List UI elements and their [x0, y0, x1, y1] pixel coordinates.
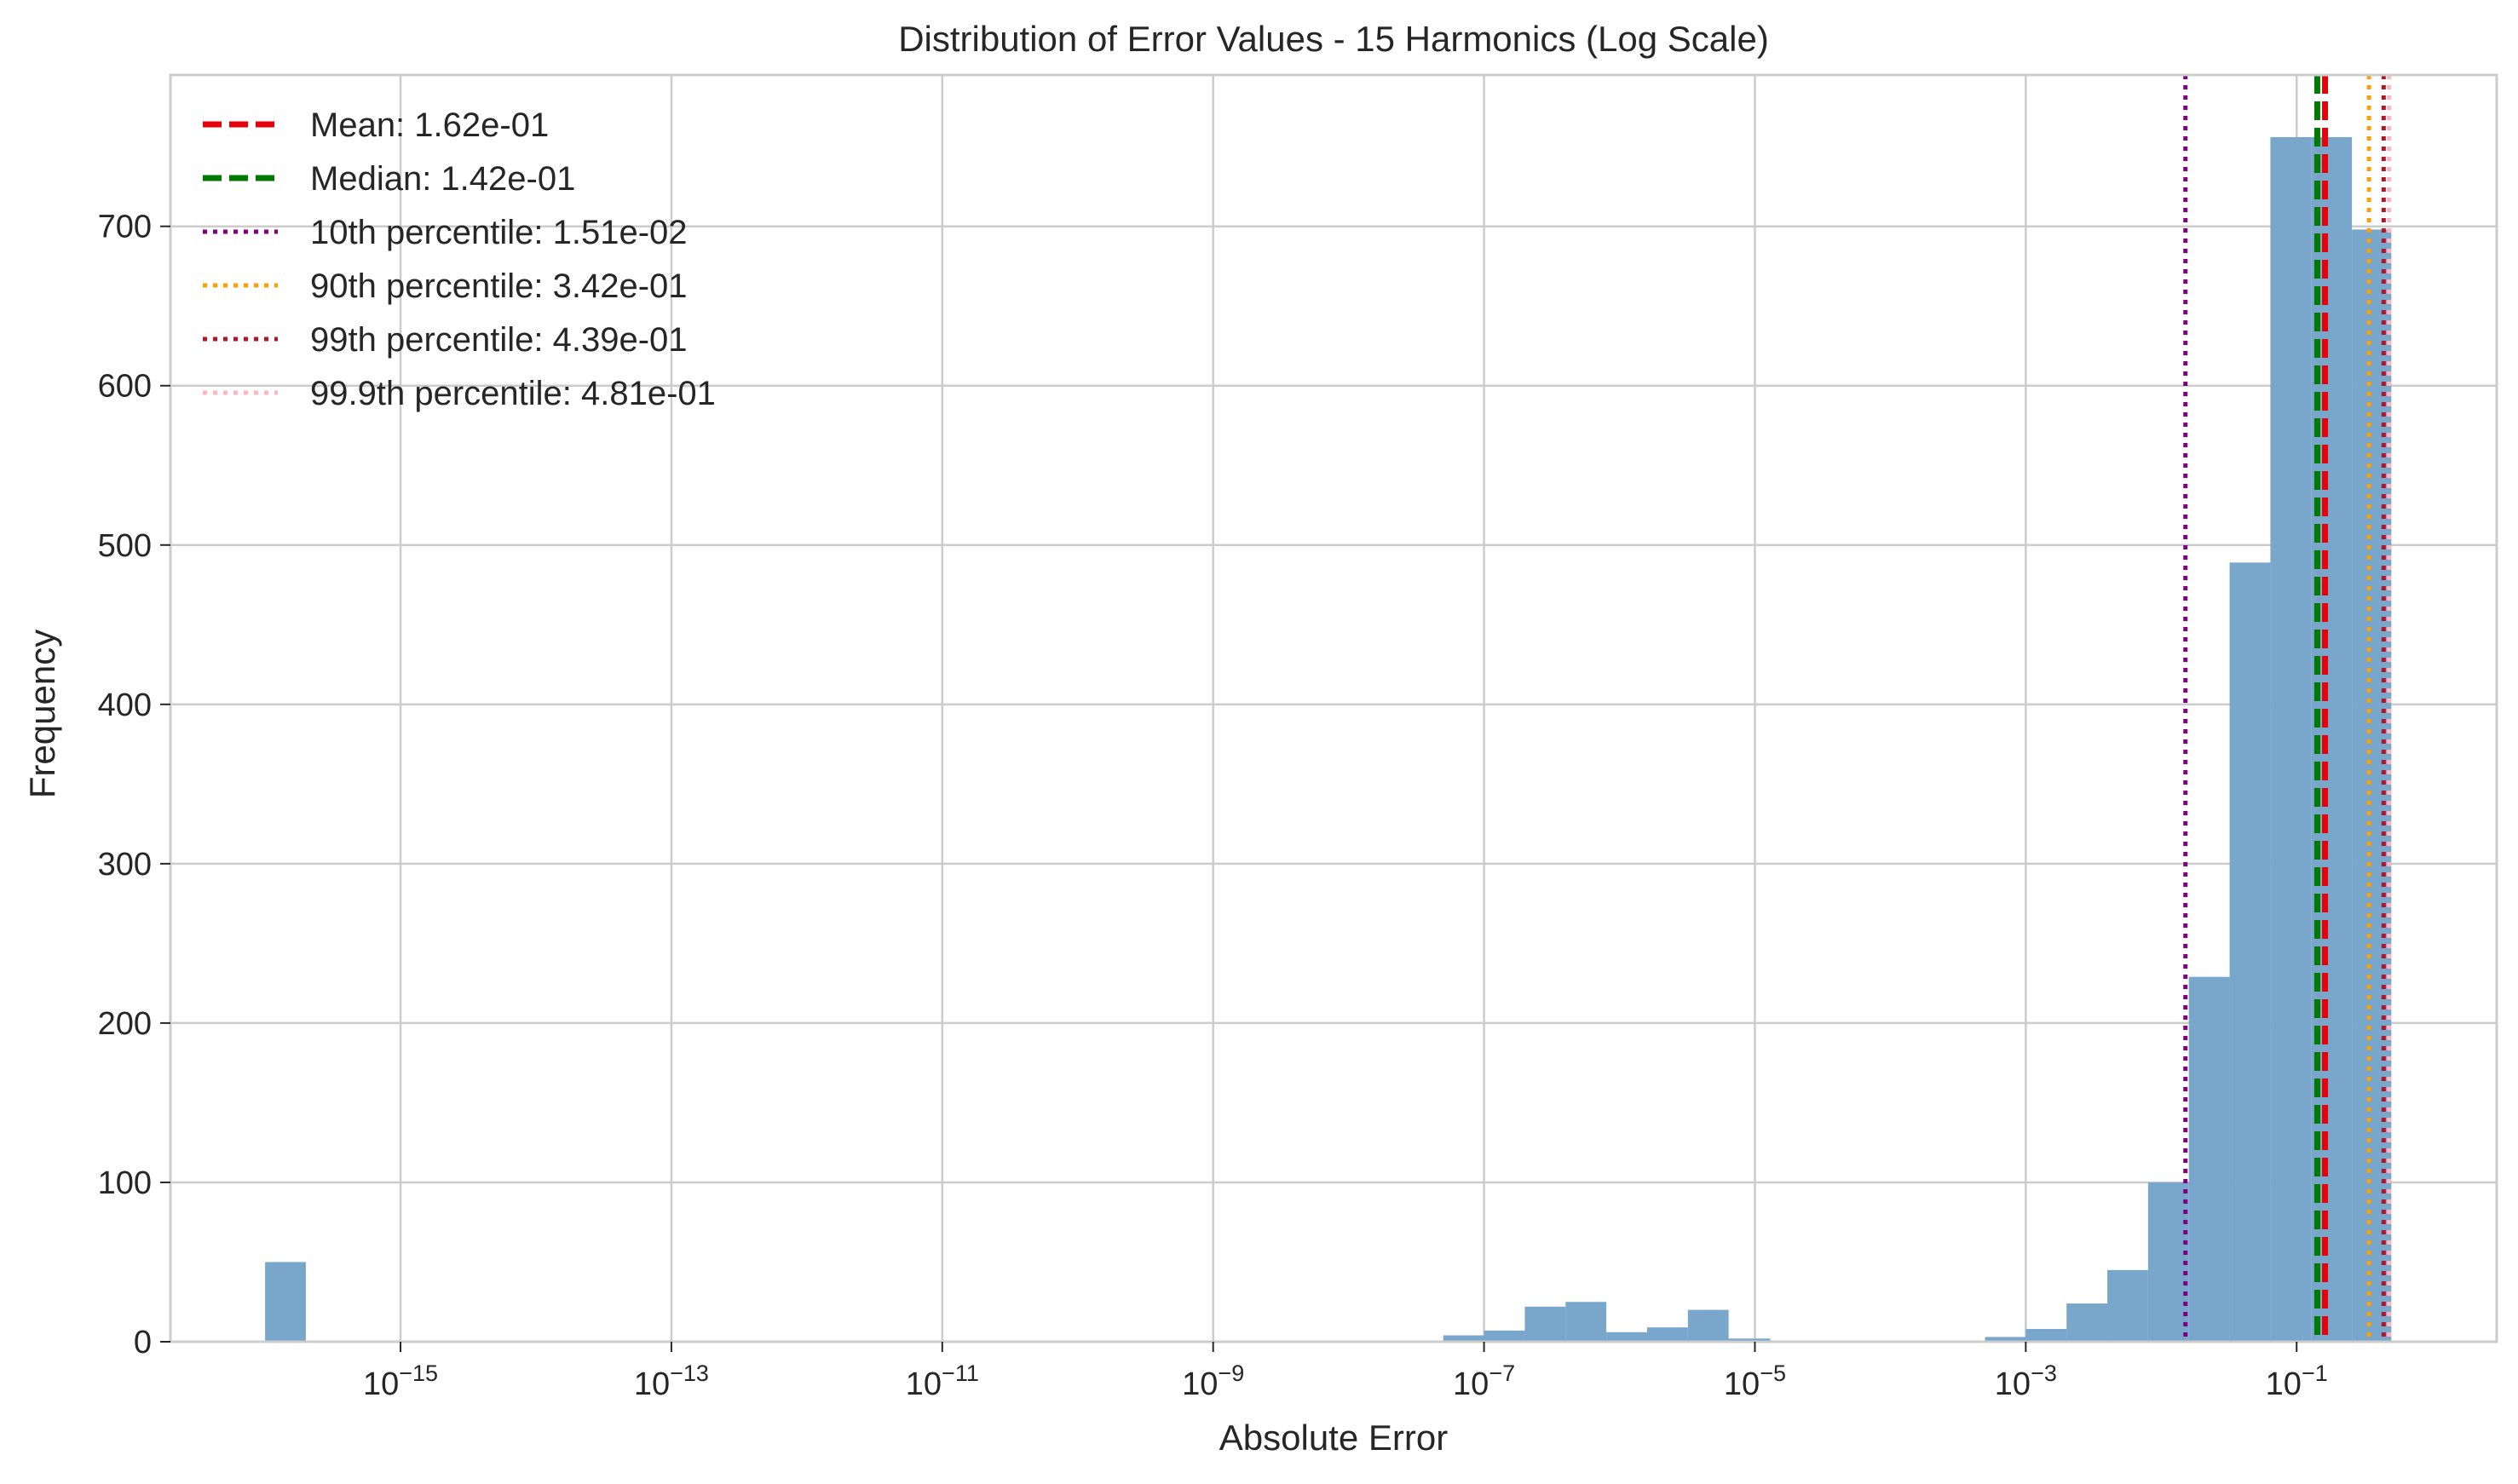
- histogram-bar: [1687, 1309, 1729, 1342]
- x-tick-label: 10−5: [1724, 1360, 1786, 1402]
- x-tick-label: 10−7: [1453, 1360, 1515, 1402]
- legend: Mean: 1.62e-01 Median: 1.42e-01 10th perce…: [203, 106, 716, 412]
- x-axis-label: Absolute Error: [1219, 1418, 1448, 1458]
- plot-area: [170, 75, 2497, 1342]
- y-axis-ticks: 0 100 200 300 400 500 600 700: [98, 210, 170, 1360]
- chart-title: Distribution of Error Values - 15 Harmon…: [898, 19, 1769, 59]
- legend-label: 10th percentile: 1.51e-02: [310, 214, 688, 251]
- histogram-bar: [2025, 1329, 2067, 1342]
- histogram-bar: [2270, 136, 2312, 1343]
- legend-label: Mean: 1.62e-01: [310, 106, 549, 144]
- y-tick-label: 200: [98, 1006, 152, 1042]
- histogram-bar: [2066, 1303, 2108, 1342]
- histogram-bar: [1484, 1330, 1525, 1342]
- histogram-bar: [265, 1262, 306, 1342]
- y-axis-label: Frequency: [22, 630, 62, 798]
- legend-label: 99th percentile: 4.39e-01: [310, 321, 688, 359]
- reference-lines: [2183, 75, 2392, 1342]
- y-tick-label: 400: [98, 687, 152, 723]
- histogram-bar: [1606, 1332, 1647, 1342]
- histogram-bar: [2229, 562, 2271, 1342]
- y-tick-label: 700: [98, 210, 152, 245]
- histogram-bar: [1565, 1302, 1607, 1342]
- x-axis-ticks: 10−15 10−13 10−11 10−9 10−7 10−5 10−3 10−1: [363, 1342, 2328, 1402]
- legend-label: Median: 1.42e-01: [310, 160, 575, 198]
- legend-label: 99.9th percentile: 4.81e-01: [310, 375, 716, 412]
- histogram-bar: [1443, 1335, 1484, 1342]
- histogram-bar: [2147, 1182, 2189, 1342]
- x-tick-label: 10−1: [2266, 1360, 2328, 1402]
- x-tick-label: 10−3: [1995, 1360, 2057, 1402]
- x-tick-label: 10−15: [363, 1360, 438, 1402]
- x-tick-label: 10−11: [906, 1360, 979, 1402]
- histogram-bar: [1524, 1306, 1566, 1342]
- y-tick-label: 600: [98, 369, 152, 405]
- y-tick-label: 0: [134, 1325, 152, 1360]
- histogram-bar: [1646, 1327, 1688, 1342]
- x-tick-label: 10−13: [634, 1360, 709, 1402]
- plot-frame: [169, 73, 2498, 1343]
- histogram-bar: [2188, 976, 2230, 1342]
- y-tick-label: 300: [98, 847, 152, 883]
- y-tick-label: 100: [98, 1165, 152, 1201]
- histogram-bar: [1985, 1337, 2026, 1342]
- histogram-bar: [2352, 229, 2392, 1342]
- x-tick-label: 10−9: [1182, 1360, 1244, 1402]
- y-tick-label: 500: [98, 528, 152, 564]
- histogram-bar: [2107, 1269, 2148, 1342]
- legend-label: 90th percentile: 3.42e-01: [310, 267, 688, 305]
- histogram-bar: [1728, 1338, 1771, 1342]
